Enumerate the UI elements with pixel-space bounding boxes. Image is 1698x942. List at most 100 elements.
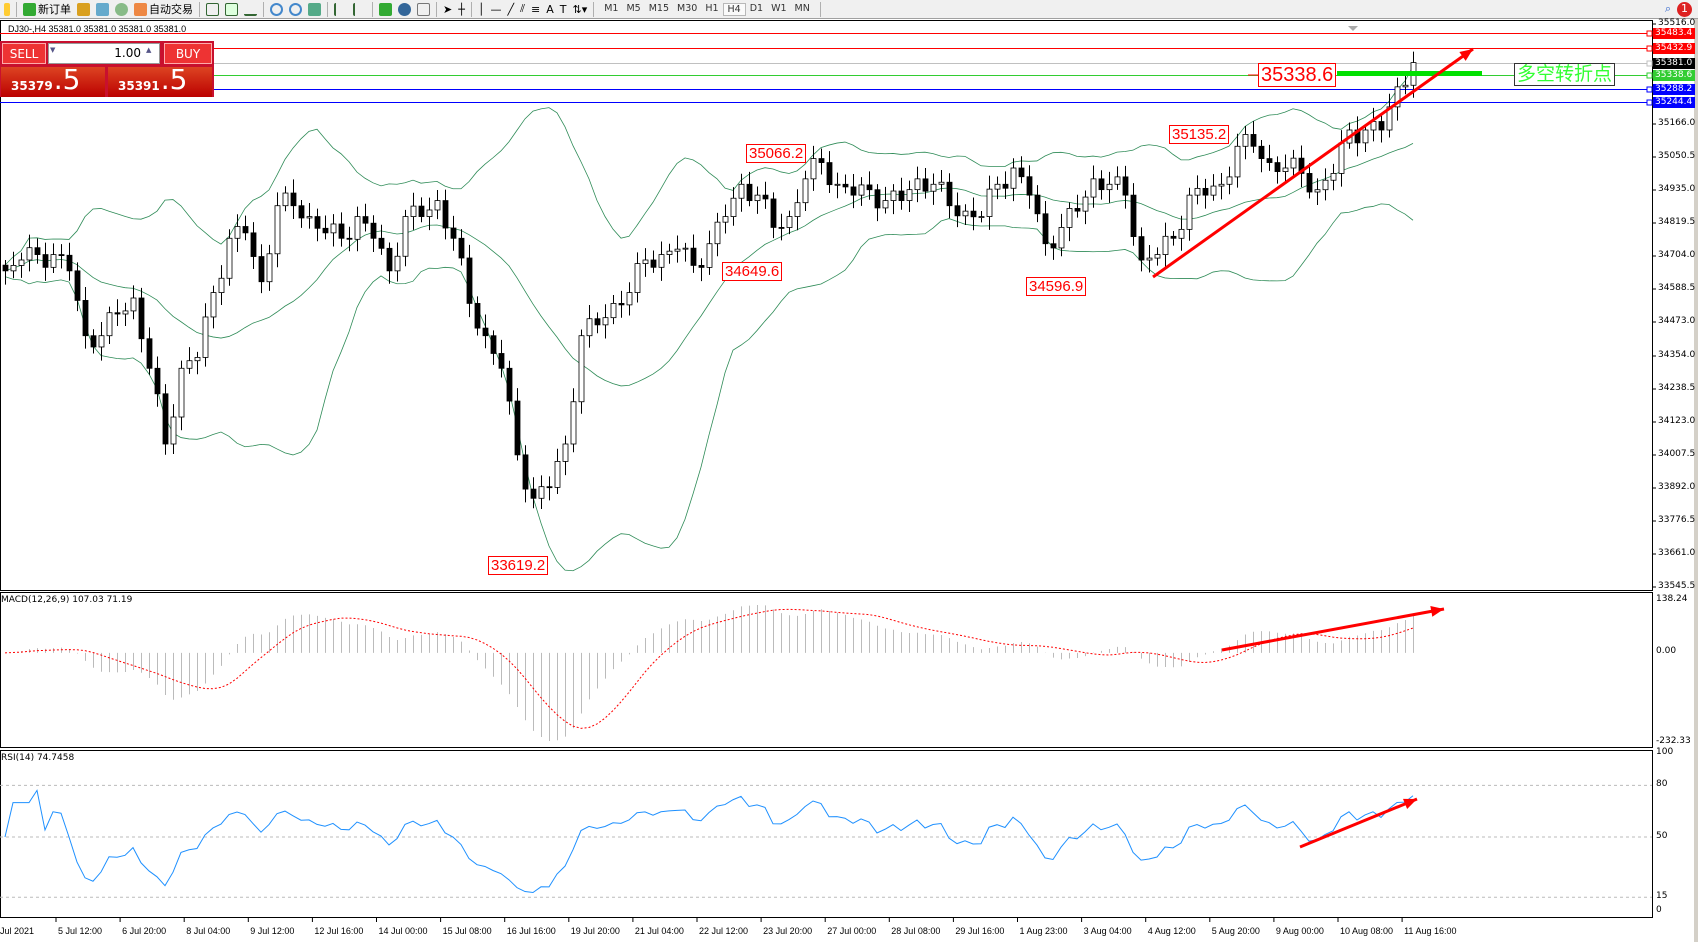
bear-candle	[618, 303, 625, 306]
bull-candle	[586, 318, 593, 337]
zoom-out-icon[interactable]	[289, 2, 302, 16]
macd-panel-border	[0, 592, 1653, 748]
navigator-icon[interactable]	[96, 2, 109, 16]
timeframe-w1[interactable]: W1	[771, 2, 787, 14]
bear-candle	[1026, 176, 1033, 196]
sell-price[interactable]: 35379.5	[1, 66, 105, 97]
trendline-icon[interactable]: ╱	[507, 2, 515, 16]
bull-candle	[554, 461, 561, 488]
cursor-icon[interactable]: ➤	[443, 2, 453, 16]
bear-candle	[1130, 194, 1137, 238]
timeframe-m15[interactable]: M15	[648, 2, 670, 14]
timeframe-m1[interactable]: M1	[604, 2, 619, 14]
bull-candle	[1146, 257, 1153, 261]
bull-candle	[1402, 84, 1409, 88]
pivot-price-label[interactable]: 35338.6	[1258, 63, 1337, 87]
bull-candle	[18, 259, 25, 266]
templates-icon[interactable]	[417, 2, 430, 16]
lot-increase-button[interactable]: ▲	[146, 46, 152, 54]
bull-candle	[914, 178, 921, 191]
timeframe-h4[interactable]: H4	[722, 2, 746, 16]
bear-candle	[954, 205, 961, 217]
crosshair-icon[interactable]: ┼	[458, 2, 465, 16]
auto-trading-button[interactable]: 自动交易	[134, 1, 193, 17]
line-chart-icon[interactable]	[244, 3, 257, 16]
level-handle	[1646, 86, 1653, 93]
lot-decrease-button[interactable]: ▼	[50, 46, 56, 54]
vertical-line-icon[interactable]: │	[477, 2, 485, 16]
rsi-line	[4, 789, 1414, 894]
periods-icon[interactable]	[398, 2, 411, 16]
bear-candle	[490, 335, 497, 354]
text-icon[interactable]: A	[546, 2, 554, 16]
arrows-icon[interactable]: ⇅▾	[572, 2, 588, 16]
alerts-badge[interactable]: 1	[1677, 1, 1692, 17]
price-axis-label: 34819.5	[1658, 217, 1696, 227]
zoom-in-icon[interactable]	[270, 2, 283, 16]
bull-candle	[106, 312, 113, 337]
indicators-icon[interactable]	[379, 2, 392, 16]
price-label-low[interactable]: 34596.9	[1026, 277, 1087, 296]
timeframe-m30[interactable]: M30	[677, 2, 698, 14]
chart-shift-icon[interactable]	[353, 2, 366, 16]
bear-candle	[698, 265, 705, 268]
sell-button[interactable]: SELL	[2, 43, 46, 64]
channel-icon[interactable]: ⫽	[520, 2, 525, 15]
time-axis-label: 3 Aug 04:00	[1083, 926, 1132, 936]
bull-candle	[570, 401, 577, 445]
bull-candle	[794, 202, 801, 217]
price-label-high[interactable]: 35066.2	[746, 144, 807, 163]
bollinger-middle	[4, 142, 1414, 387]
arrow-head-icon	[1459, 49, 1473, 61]
bear-candle	[146, 338, 153, 369]
buy-price[interactable]: 35391.5	[108, 66, 212, 97]
bear-candle	[1306, 173, 1313, 193]
candlestick-icon[interactable]	[225, 2, 238, 16]
bear-candle	[154, 367, 161, 395]
buy-button[interactable]: BUY	[164, 43, 212, 64]
text-label-icon[interactable]: T	[559, 2, 567, 16]
bear-candle	[1266, 158, 1273, 163]
search-icon[interactable]	[4, 2, 10, 16]
price-label-high[interactable]: 35135.2	[1169, 125, 1230, 144]
price-label-low[interactable]: 33619.2	[488, 556, 549, 575]
fibonacci-icon[interactable]: ≡	[531, 2, 541, 16]
timeframe-m5[interactable]: M5	[626, 2, 641, 14]
bull-candle	[1186, 194, 1193, 230]
bear-candle	[34, 247, 41, 255]
macd-axis-max: 138.24	[1656, 594, 1688, 604]
tile-windows-icon[interactable]	[308, 2, 321, 16]
bear-candle	[258, 256, 265, 283]
bear-candle	[1074, 208, 1081, 212]
bear-candle	[66, 254, 73, 272]
timeframe-d1[interactable]: D1	[749, 2, 764, 14]
bear-candle	[778, 227, 785, 229]
price-label-low[interactable]: 34649.6	[722, 262, 783, 281]
bar-chart-icon[interactable]	[206, 2, 219, 16]
bear-candle	[522, 454, 529, 490]
timeframe-mn[interactable]: MN	[794, 2, 810, 14]
bear-candle	[594, 318, 601, 326]
signal-icon[interactable]	[115, 2, 128, 16]
horizontal-line-icon[interactable]: —	[490, 2, 502, 16]
time-axis-label: 14 Jul 00:00	[378, 926, 428, 936]
price-axis-label: 34588.5	[1658, 283, 1696, 293]
timeframe-h1[interactable]: H1	[705, 2, 719, 14]
bull-candle	[50, 254, 57, 268]
bull-candle	[1234, 145, 1241, 178]
autoscroll-icon[interactable]	[334, 2, 347, 16]
bull-candle	[730, 197, 737, 217]
main-panel-border	[0, 20, 1653, 591]
lot-size-input[interactable]: 1.00	[48, 43, 160, 64]
bull-candle	[634, 263, 641, 293]
search-icon[interactable]: ⌕	[1664, 2, 1671, 15]
bull-candle	[266, 253, 273, 283]
level-price-label: 35244.4	[1653, 96, 1695, 108]
bear-candle	[898, 190, 905, 201]
market-watch-icon[interactable]	[77, 2, 90, 16]
new-order-button[interactable]: 新订单	[23, 1, 71, 17]
time-axis-label: 11 Aug 16:00	[1404, 926, 1457, 936]
bull-candle	[1362, 129, 1369, 144]
pivot-text-label[interactable]: 多空转折点	[1514, 63, 1616, 86]
